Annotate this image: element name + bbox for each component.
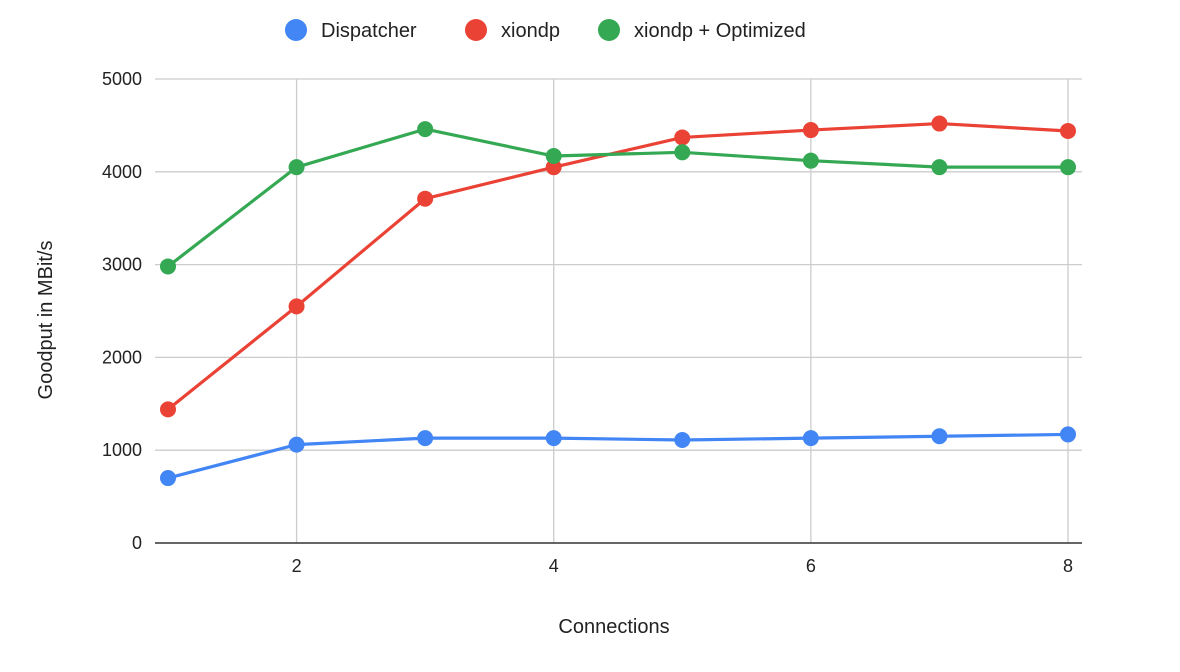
data-point-xiondp	[288, 298, 305, 315]
data-point-xiondp-optimized	[931, 159, 948, 176]
x-tick-label: 4	[549, 556, 559, 576]
data-point-xiondp	[417, 190, 434, 207]
y-tick-label: 4000	[102, 162, 142, 182]
data-point-xiondp-optimized	[288, 159, 305, 176]
data-point-dispatcher	[160, 470, 176, 487]
data-point-dispatcher	[802, 430, 819, 447]
data-point-xiondp	[1060, 122, 1076, 139]
legend-label-xiondp-optimized: xiondp + Optimized	[634, 20, 806, 42]
data-point-xiondp-optimized	[160, 258, 176, 275]
legend-item-dispatcher: Dispatcher	[285, 19, 417, 42]
legend: Dispatcher xiondp xiondp + Optimized	[285, 19, 806, 42]
series-line-dispatcher	[166, 432, 1070, 480]
legend-marker-dispatcher	[285, 19, 307, 41]
x-tick-label: 2	[292, 556, 302, 576]
legend-label-xiondp: xiondp	[501, 20, 560, 42]
data-point-xiondp	[545, 159, 562, 176]
y-tick-label: 1000	[102, 440, 142, 460]
data-point-xiondp-optimized	[802, 152, 819, 169]
series-line-xiondp	[166, 121, 1070, 411]
y-tick-label: 5000	[102, 69, 142, 89]
data-point-xiondp	[160, 401, 176, 418]
data-point-xiondp	[931, 115, 948, 132]
data-point-xiondp-optimized	[1060, 159, 1076, 176]
y-tick-labels: 0 1000 2000 3000 4000 5000	[102, 69, 142, 553]
y-axis-title: Goodput in MBit/s	[35, 241, 57, 400]
legend-marker-xiondp-optimized	[598, 19, 620, 41]
data-point-xiondp-optimized	[417, 121, 434, 138]
data-point-xiondp-optimized	[545, 148, 562, 165]
y-tick-label: 0	[132, 533, 142, 553]
legend-label-dispatcher: Dispatcher	[321, 20, 417, 42]
data-point-dispatcher	[545, 430, 562, 447]
series-line-xiondp-optimized	[166, 127, 1070, 269]
data-point-dispatcher	[931, 428, 948, 445]
legend-item-xiondp: xiondp	[465, 19, 560, 42]
x-tick-labels: 2 4 6 8	[292, 556, 1073, 576]
x-tick-label: 6	[806, 556, 816, 576]
y-tick-label: 3000	[102, 255, 142, 275]
legend-item-xiondp-optimized: xiondp + Optimized	[598, 19, 806, 42]
data-point-xiondp	[674, 129, 691, 146]
x-tick-label: 8	[1063, 556, 1073, 576]
y-tick-label: 2000	[102, 347, 142, 367]
data-point-dispatcher	[1060, 426, 1076, 443]
data-point-dispatcher	[417, 430, 434, 447]
data-point-dispatcher	[674, 431, 691, 448]
data-point-dispatcher	[288, 436, 305, 453]
series-lines	[166, 121, 1070, 480]
data-point-xiondp	[802, 122, 819, 139]
series-points	[160, 115, 1076, 487]
data-point-xiondp-optimized	[674, 144, 691, 161]
x-axis-title: Connections	[558, 616, 669, 638]
legend-marker-xiondp	[465, 19, 487, 41]
